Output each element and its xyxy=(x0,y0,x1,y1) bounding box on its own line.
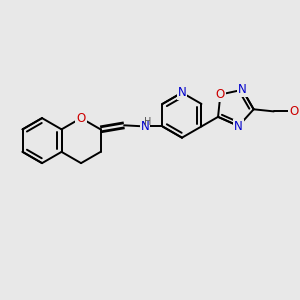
Text: O: O xyxy=(76,112,86,124)
Text: N: N xyxy=(234,119,243,133)
Text: N: N xyxy=(140,120,149,133)
Text: N: N xyxy=(178,86,186,99)
Text: N: N xyxy=(238,83,247,96)
Text: O: O xyxy=(216,88,225,101)
Text: H: H xyxy=(144,117,152,127)
Text: O: O xyxy=(289,105,298,118)
